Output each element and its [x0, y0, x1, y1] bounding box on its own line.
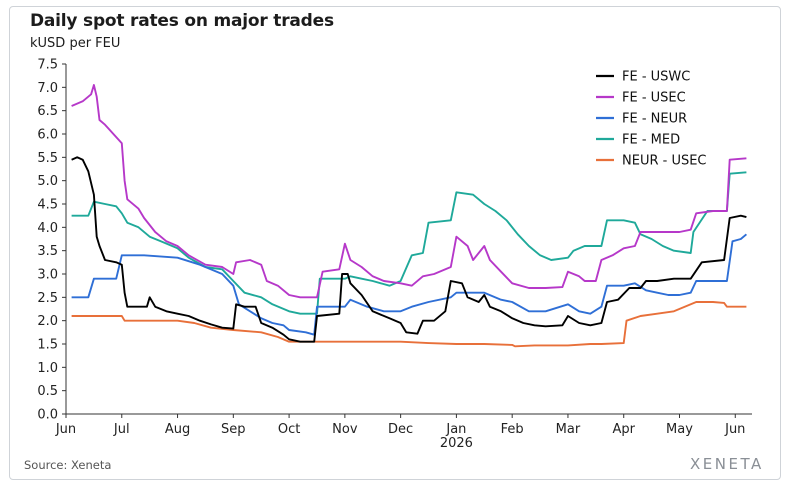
chart-subtitle: kUSD per FEU — [30, 36, 121, 51]
chart-legend: FE - USWC FE - USEC FE - NEUR FE - MED NEUR … — [596, 70, 707, 169]
series-line-fe-uswc — [71, 156, 747, 343]
y-tick-label: 3.0 — [37, 268, 58, 283]
y-tick-label: 7.0 — [37, 81, 58, 96]
x-tick-label: Jan — [445, 422, 466, 437]
x-tick-label: Apr — [612, 422, 635, 437]
x-tick-label: Jul — [113, 422, 130, 437]
x-tick-label: Sep — [221, 422, 246, 437]
y-tick-label: 4.0 — [37, 221, 58, 236]
legend-label: FE - USEC — [622, 91, 686, 106]
series-line-fe-usec — [71, 84, 747, 299]
y-tick-label: 1.5 — [37, 338, 58, 353]
y-tick-label: 2.0 — [37, 314, 58, 329]
chart-axes: 0.0 0.5 1.0 1.5 2.0 2.5 3.0 3.5 4.0 4.5 5.0 5.5 6.0 6… — [37, 58, 752, 451]
chart-lines — [71, 84, 748, 348]
chart-title: Daily spot rates on major trades — [30, 11, 334, 31]
y-tick-label: 6.0 — [37, 128, 58, 143]
y-tick-label: 2.5 — [37, 291, 58, 306]
series-line-fe-neur — [71, 233, 748, 336]
x-tick-label: Nov — [332, 422, 358, 437]
y-tick-label: 0.5 — [37, 384, 58, 399]
y-tick-label: 4.5 — [37, 198, 58, 213]
legend-label: NEUR - USEC — [622, 154, 707, 169]
source-note: Source: Xeneta — [24, 458, 112, 472]
y-tick-label: 5.0 — [37, 174, 58, 189]
x-tick-label: Jun — [55, 422, 76, 437]
x-tick-label: May — [666, 422, 693, 437]
legend-label: FE - MED — [622, 133, 680, 148]
x-tick-label: Feb — [501, 422, 524, 437]
x-tick-label: Mar — [556, 422, 581, 437]
chart-card — [9, 6, 781, 480]
legend-label: FE - USWC — [622, 70, 690, 85]
x-tick-label: Jun — [724, 422, 745, 437]
y-tick-label: 3.5 — [37, 244, 58, 259]
y-tick-label: 0.0 — [37, 408, 58, 423]
x-year-label: 2026 — [440, 436, 473, 451]
brand-logo: XENETA — [690, 455, 764, 473]
y-tick-label: 7.5 — [37, 58, 58, 73]
x-tick-label: Oct — [278, 422, 300, 437]
legend-label: FE - NEUR — [622, 112, 687, 127]
x-tick-label: Dec — [388, 422, 413, 437]
x-tick-label: Aug — [165, 422, 190, 437]
y-tick-label: 6.5 — [37, 104, 58, 119]
series-line-fe-med — [71, 171, 747, 315]
y-tick-label: 5.5 — [37, 151, 58, 166]
y-tick-label: 1.0 — [37, 361, 58, 376]
series-line-neur-usec — [71, 301, 747, 348]
